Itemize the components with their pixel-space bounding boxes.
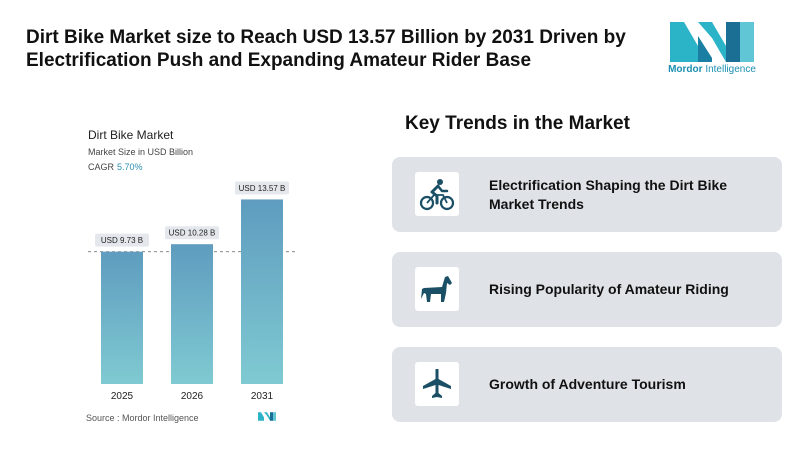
data-label: USD 10.28 B [169,229,216,238]
cagr-value: 5.70% [117,162,143,172]
trend-card-adventure-tourism: Growth of Adventure Tourism [392,347,782,422]
trend-icon-box [415,172,459,216]
brand-logo: Mordor Intelligence [662,22,762,78]
logo-word-1: Mordor [668,64,703,75]
cyclist-icon [419,179,455,211]
trend-icon-box [415,362,459,406]
chart-cagr: CAGR 5.70% [88,162,143,172]
bar-2031 [241,199,283,384]
source-note: Source : Mordor Intelligence [86,413,199,423]
x-tick-label: 2026 [181,391,204,402]
source-logo-icon [258,412,276,421]
x-tick-label: 2031 [251,391,274,402]
trend-text: Growth of Adventure Tourism [489,376,686,392]
trend-icon-box [415,267,459,311]
chart-title: Dirt Bike Market [88,128,174,142]
data-label: USD 13.57 B [239,184,286,193]
data-label-bg [165,226,219,240]
logo-word-2: Intelligence [705,64,756,75]
cagr-label: CAGR [88,162,115,172]
chart-subtitle: Market Size in USD Billion [88,147,194,157]
bar-2025 [101,251,143,384]
trend-text: Rising Popularity of Amateur Riding [489,281,729,297]
x-tick-label: 2025 [111,391,134,402]
data-label: USD 9.73 B [101,236,143,245]
horse-icon [421,276,452,302]
bar-2026 [171,244,213,384]
logo-text: Mordor Intelligence [662,64,762,75]
data-label-bg [95,233,149,247]
data-label-bg [235,181,289,195]
page-headline: Dirt Bike Market size to Reach USD 13.57… [26,27,626,71]
trend-card-electrification: Electrification Shaping the Dirt Bike Ma… [392,157,782,232]
trends-title: Key Trends in the Market [405,113,630,134]
airplane-icon [423,369,451,398]
mordor-logo-icon [670,22,754,62]
trend-text: Electrification Shaping the Dirt Bike Ma… [489,176,728,212]
trend-card-amateur-riding: Rising Popularity of Amateur Riding [392,252,782,327]
